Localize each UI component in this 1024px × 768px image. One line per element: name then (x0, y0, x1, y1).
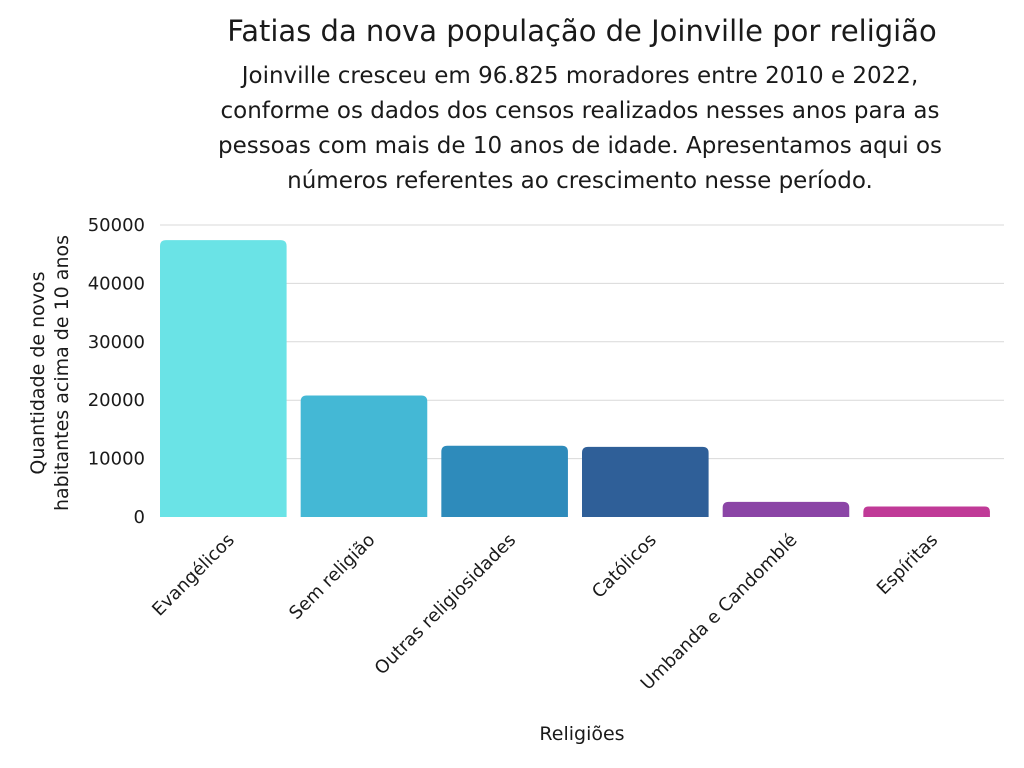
x-tick-label: Umbanda e Candomblé (637, 530, 802, 695)
y-tick-label: 40000 (88, 273, 145, 294)
x-tick-label: Sem religião (285, 530, 379, 624)
chart-title: Fatias da nova população de Joinville po… (227, 14, 937, 48)
bar-espíritas (863, 506, 990, 517)
y-axis-label-line-2: habitantes acima de 10 anos (51, 235, 73, 511)
gridlines (160, 224, 1004, 460)
y-tick-label: 30000 (88, 332, 145, 353)
y-axis-label: Quantidade de novos habitantes acima de … (27, 235, 73, 511)
x-tick-label: Evangélicos (148, 530, 239, 621)
bars (160, 240, 990, 517)
chart-subtitle-line-2: conforme os dados dos censos realizados … (220, 98, 939, 124)
x-tick-label: Outras religiosidades (371, 530, 520, 679)
bar-umbanda-e-candomblé (722, 501, 850, 517)
bar-evangélicos (160, 240, 287, 517)
chart-subtitle-line-4: números referentes ao crescimento nesse … (287, 168, 873, 194)
x-tick-label: Católicos (588, 530, 661, 603)
chart-subtitle-line-3: pessoas com mais de 10 anos de idade. Ap… (218, 133, 942, 159)
x-axis-label: Religiões (539, 723, 624, 745)
bar-outras-religiosidades (441, 445, 568, 517)
y-tick-label: 50000 (88, 215, 145, 236)
y-axis-label-line-1: Quantidade de novos (27, 271, 49, 474)
chart-subtitle-line-1: Joinville cresceu em 96.825 moradores en… (240, 63, 919, 89)
x-tick-label: Espíritas (873, 530, 942, 599)
y-axis-ticks: 0 10000 20000 30000 40000 50000 (88, 215, 145, 528)
y-tick-label: 20000 (88, 390, 145, 411)
y-tick-label: 10000 (88, 449, 145, 470)
bar-sem-religião (300, 395, 428, 517)
bar-católicos (582, 446, 709, 517)
y-tick-label: 0 (134, 507, 145, 528)
